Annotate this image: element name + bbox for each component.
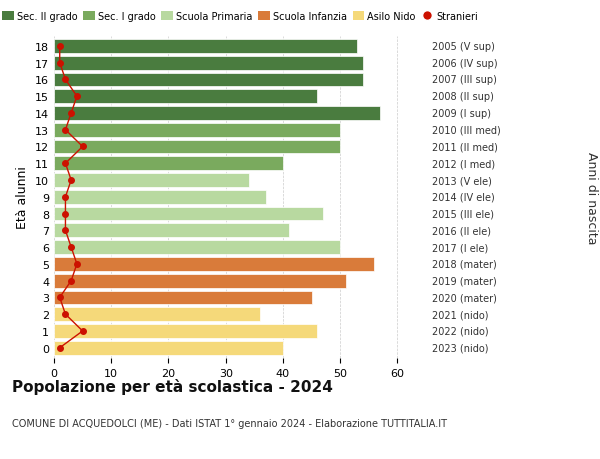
Bar <box>54 325 317 338</box>
Text: 2022 (nido): 2022 (nido) <box>432 326 488 336</box>
Bar <box>54 291 311 305</box>
Text: 2008 (II sup): 2008 (II sup) <box>432 92 494 102</box>
Text: 2005 (V sup): 2005 (V sup) <box>432 42 495 52</box>
Bar <box>54 241 340 254</box>
Bar <box>54 157 283 171</box>
Text: 2015 (III ele): 2015 (III ele) <box>432 209 494 219</box>
Text: 2013 (V ele): 2013 (V ele) <box>432 176 492 185</box>
Text: 2020 (mater): 2020 (mater) <box>432 293 497 303</box>
Legend: Sec. II grado, Sec. I grado, Scuola Primaria, Scuola Infanzia, Asilo Nido, Stran: Sec. II grado, Sec. I grado, Scuola Prim… <box>0 8 482 25</box>
Text: 2011 (II med): 2011 (II med) <box>432 142 498 152</box>
Bar <box>54 190 266 204</box>
Bar <box>54 341 283 355</box>
Text: 2019 (mater): 2019 (mater) <box>432 276 497 286</box>
Text: COMUNE DI ACQUEDOLCI (ME) - Dati ISTAT 1° gennaio 2024 - Elaborazione TUTTITALIA: COMUNE DI ACQUEDOLCI (ME) - Dati ISTAT 1… <box>12 418 447 428</box>
Text: 2014 (IV ele): 2014 (IV ele) <box>432 192 495 202</box>
Bar <box>54 257 374 271</box>
Bar <box>54 40 358 54</box>
Text: 2010 (III med): 2010 (III med) <box>432 125 501 135</box>
Text: 2009 (I sup): 2009 (I sup) <box>432 109 491 119</box>
Text: 2018 (mater): 2018 (mater) <box>432 259 497 269</box>
Bar <box>54 308 260 321</box>
Text: Anni di nascita: Anni di nascita <box>584 151 598 244</box>
Bar <box>54 123 340 137</box>
Bar <box>54 107 380 121</box>
Text: 2006 (IV sup): 2006 (IV sup) <box>432 58 497 68</box>
Y-axis label: Età alunni: Età alunni <box>16 166 29 229</box>
Text: 2021 (nido): 2021 (nido) <box>432 309 488 319</box>
Text: 2016 (II ele): 2016 (II ele) <box>432 226 491 236</box>
Text: 2023 (nido): 2023 (nido) <box>432 343 488 353</box>
Bar <box>54 274 346 288</box>
Bar <box>54 56 363 70</box>
Text: 2012 (I med): 2012 (I med) <box>432 159 495 169</box>
Bar <box>54 73 363 87</box>
Text: 2007 (III sup): 2007 (III sup) <box>432 75 497 85</box>
Bar <box>54 90 317 104</box>
Text: 2017 (I ele): 2017 (I ele) <box>432 243 488 252</box>
Bar <box>54 207 323 221</box>
Bar <box>54 224 289 238</box>
Text: Popolazione per età scolastica - 2024: Popolazione per età scolastica - 2024 <box>12 379 333 395</box>
Bar <box>54 174 248 187</box>
Bar <box>54 140 340 154</box>
